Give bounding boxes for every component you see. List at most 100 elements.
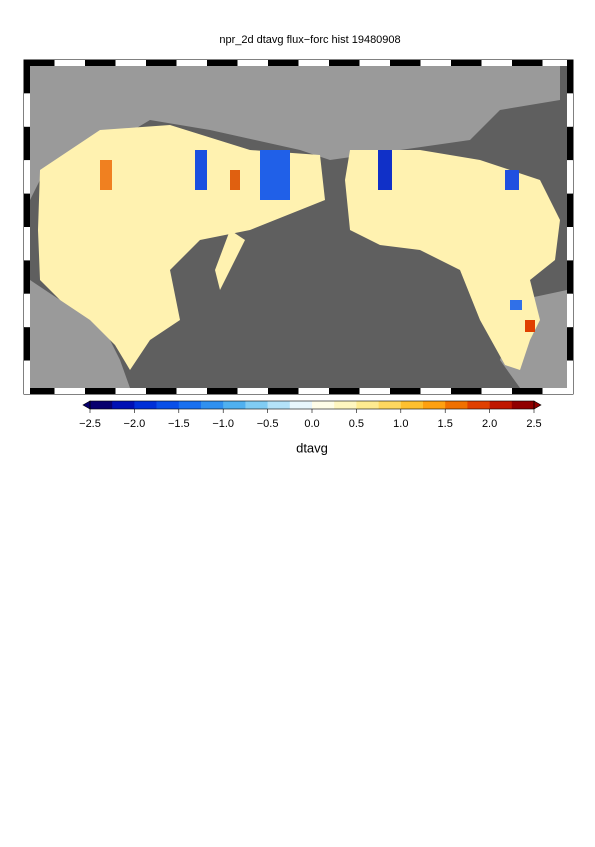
colorbar-segment xyxy=(289,401,313,409)
colorbar-segment xyxy=(445,401,468,409)
frame-check xyxy=(329,388,360,394)
frame-check xyxy=(237,388,268,394)
anomaly xyxy=(378,150,392,190)
land-north xyxy=(30,66,560,200)
anomaly xyxy=(230,170,240,190)
frame-check xyxy=(512,388,543,394)
frame-check xyxy=(24,260,30,294)
frame-check xyxy=(390,388,421,394)
frame-check xyxy=(567,193,573,227)
map-title: npr_2d dtavg flux−forc hist 19480908 xyxy=(219,34,400,46)
colorbar-tick-label: −0.5 xyxy=(257,418,279,430)
colorbar-segment xyxy=(134,401,157,409)
colorbar-segment xyxy=(245,401,268,409)
frame-check xyxy=(85,388,116,394)
frame-check xyxy=(115,388,146,394)
frame-check xyxy=(542,388,573,394)
frame-check xyxy=(420,60,451,66)
frame-check xyxy=(512,60,543,66)
frame-check xyxy=(176,388,207,394)
data-region-america xyxy=(345,150,560,370)
frame-check xyxy=(567,60,573,94)
colorbar-tick-label: 2.5 xyxy=(526,418,541,430)
frame-check xyxy=(85,60,116,66)
colorbar-label: dtavg xyxy=(296,440,328,455)
frame-check xyxy=(24,160,30,194)
frame-check xyxy=(24,227,30,261)
frame-check xyxy=(329,60,360,66)
frame-check xyxy=(567,327,573,361)
colorbar-segment xyxy=(178,401,202,409)
colorbar-segment xyxy=(201,401,224,409)
colorbar-segment xyxy=(467,401,490,409)
colorbar-tick-label: −1.0 xyxy=(212,418,234,430)
frame-check xyxy=(390,60,421,66)
colorbar-segment xyxy=(334,401,357,409)
frame-check xyxy=(146,388,177,394)
frame-check xyxy=(268,388,299,394)
frame-check xyxy=(451,388,482,394)
frame-check xyxy=(24,93,30,127)
frame-check xyxy=(420,388,451,394)
frame-check xyxy=(176,60,207,66)
frame-check xyxy=(359,388,390,394)
colorbar-segment xyxy=(267,401,291,409)
colorbar-segment xyxy=(511,401,535,409)
colorbar-tick-label: −1.5 xyxy=(168,418,190,430)
colorbar-tick-label: 1.5 xyxy=(438,418,453,430)
anomaly xyxy=(505,170,519,190)
frame-check xyxy=(207,60,238,66)
frame-check xyxy=(359,60,390,66)
colorbar-segment xyxy=(356,401,379,409)
frame-check xyxy=(268,60,299,66)
frame-check xyxy=(451,60,482,66)
colorbar-tick-label: 1.0 xyxy=(393,418,408,430)
data-region-kamchatka xyxy=(215,230,245,290)
colorbar-tick-label: 0.5 xyxy=(349,418,364,430)
frame-check xyxy=(481,60,512,66)
colorbar-arrow xyxy=(82,400,91,410)
frame-check xyxy=(298,60,329,66)
colorbar-segment xyxy=(489,401,513,409)
frame-check xyxy=(24,388,55,394)
anomaly xyxy=(195,150,207,190)
frame-check xyxy=(237,60,268,66)
anomaly xyxy=(260,150,290,200)
frame-check xyxy=(24,60,55,66)
colorbar: −2.5 −2.0 −1.5 −1.0 −0.5 0.0 0.5 1.0 1.5 2.0 2.5 xyxy=(79,400,542,430)
colorbar-segment xyxy=(423,401,446,409)
colorbar-tick-label: 0.0 xyxy=(304,418,319,430)
colorbar-tick-label: −2.5 xyxy=(79,418,101,430)
frame-check xyxy=(24,327,30,361)
land-asia xyxy=(30,280,130,388)
frame-check xyxy=(567,93,573,127)
colorbar-segment xyxy=(312,401,335,409)
frame-check xyxy=(567,360,573,394)
frame-check xyxy=(481,388,512,394)
frame-check xyxy=(24,360,30,394)
frame-check xyxy=(542,60,573,66)
colorbar-segment xyxy=(112,401,135,409)
frame-check xyxy=(54,60,85,66)
frame-ticks xyxy=(24,60,573,394)
frame-check xyxy=(298,388,329,394)
frame-check xyxy=(567,126,573,161)
frame-check xyxy=(24,193,30,227)
anomaly xyxy=(525,320,535,332)
colorbar-tick-label: 2.0 xyxy=(482,418,497,430)
anomaly xyxy=(100,160,112,190)
frame-check xyxy=(24,60,30,94)
colorbar-segment xyxy=(156,401,180,409)
frame-check xyxy=(567,227,573,261)
colorbar-segment xyxy=(378,401,402,409)
colorbar-tick-label: −2.0 xyxy=(124,418,146,430)
frame-check xyxy=(115,60,146,66)
colorbar-segment xyxy=(400,401,424,409)
frame-check xyxy=(24,293,30,328)
frame-check xyxy=(567,293,573,328)
frame-check xyxy=(567,160,573,194)
frame-check xyxy=(567,260,573,294)
anomaly xyxy=(510,300,522,310)
colorbar-segment xyxy=(223,401,246,409)
